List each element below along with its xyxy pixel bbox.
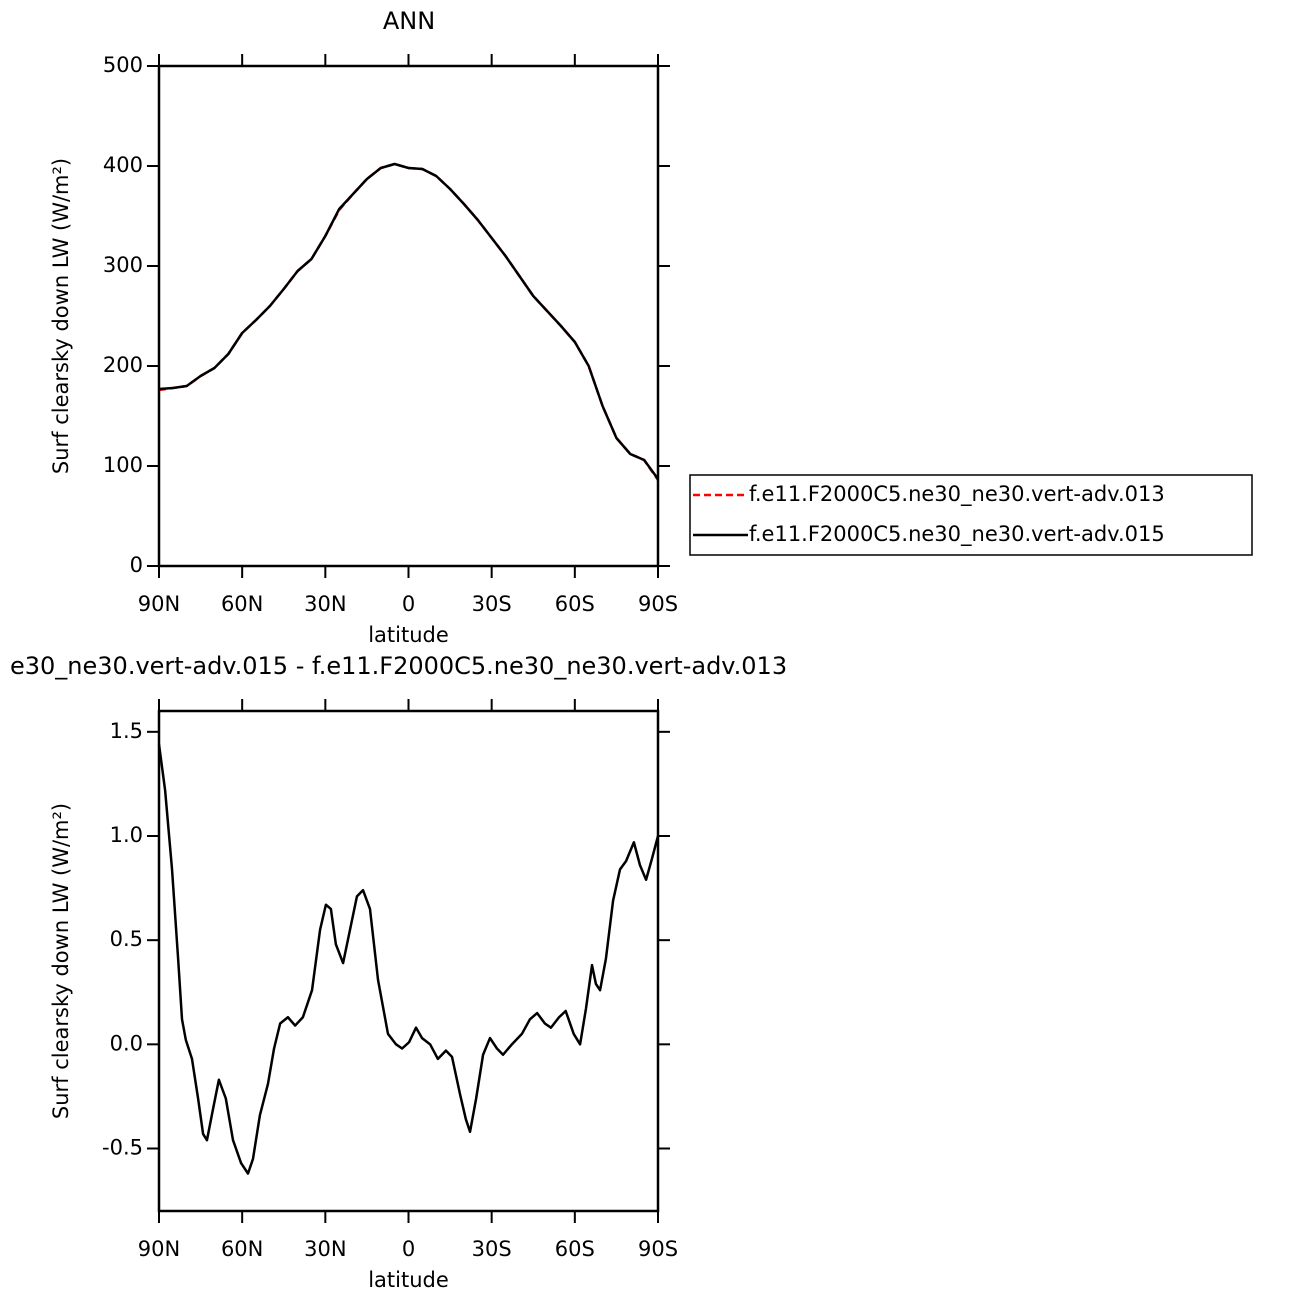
data-line (158, 162, 660, 481)
x-tick-label: 60N (221, 1237, 263, 1261)
x-tick-label: 30S (472, 592, 512, 616)
legend-label: f.e11.F2000C5.ne30_ne30.vert-adv.013 (749, 482, 1165, 507)
x-tick-label: 0 (402, 1237, 415, 1261)
y-axis-label: Surf clearsky down LW (W/m²) (49, 158, 73, 474)
data-line (158, 162, 660, 480)
data-line (157, 744, 660, 1175)
y-tick-label: -0.5 (102, 1136, 143, 1160)
y-tick-label: 500 (103, 53, 143, 77)
x-tick-label: 90S (638, 1237, 678, 1261)
x-tick-label: 60S (555, 1237, 595, 1261)
y-tick-label: 0.5 (110, 927, 143, 951)
x-axis-label: latitude (368, 623, 449, 647)
y-tick-label: 1.5 (110, 719, 143, 743)
x-tick-label: 30S (472, 1237, 512, 1261)
legend-box (689, 474, 1253, 556)
y-tick-label: 300 (103, 253, 143, 277)
y-tick-label: 0 (130, 553, 143, 577)
y-axis-label: Surf clearsky down LW (W/m²) (49, 803, 73, 1119)
chart-title: ANN (383, 7, 435, 35)
y-tick-label: 400 (103, 153, 143, 177)
x-tick-label: 30N (304, 592, 346, 616)
y-tick-label: 1.0 (110, 823, 143, 847)
x-axis-label: latitude (368, 1268, 449, 1292)
chart-title: e30_ne30.vert-adv.015 - f.e11.F2000C5.ne… (10, 652, 787, 680)
x-tick-label: 90N (138, 592, 180, 616)
y-tick-label: 100 (103, 453, 143, 477)
x-tick-label: 30N (304, 1237, 346, 1261)
y-tick-label: 0.0 (110, 1031, 143, 1055)
y-tick-label: 200 (103, 353, 143, 377)
plot-frame (157, 64, 660, 568)
x-tick-label: 0 (402, 592, 415, 616)
legend-label: f.e11.F2000C5.ne30_ne30.vert-adv.015 (749, 522, 1165, 547)
plot-frame (157, 709, 660, 1213)
x-tick-label: 60S (555, 592, 595, 616)
x-tick-label: 60N (221, 592, 263, 616)
x-tick-label: 90S (638, 592, 678, 616)
x-tick-label: 90N (138, 1237, 180, 1261)
